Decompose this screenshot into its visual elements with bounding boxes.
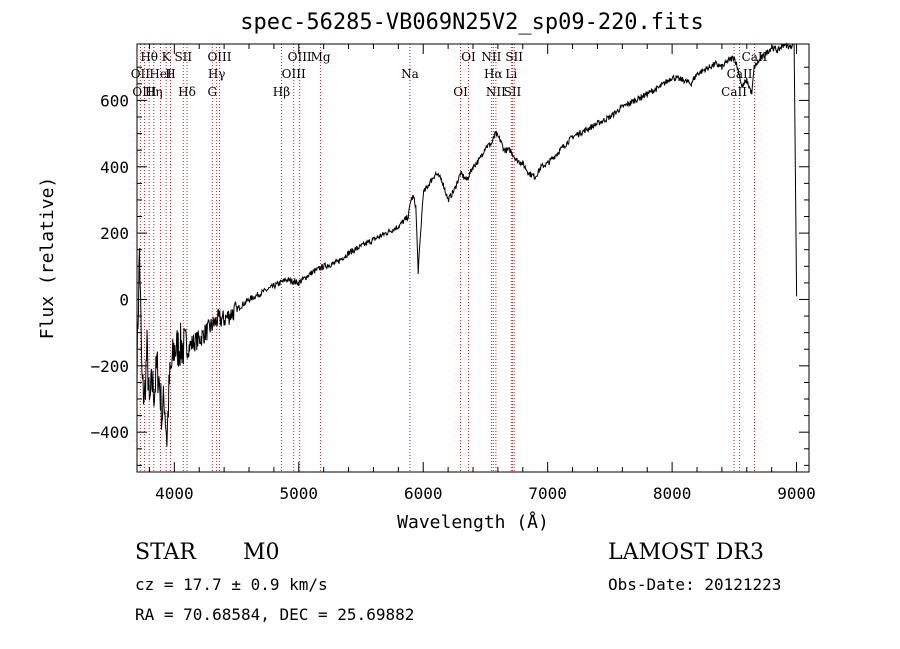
chart-title: spec-56285-VB069N25V2_sp09-220.fits	[240, 10, 704, 35]
line-labels-layer: Hθ OII OIII K HeI Hη SII HHδ OIII Hγ G OIII OIII Hβ Mg…	[131, 50, 768, 99]
coordinates: RA = 70.68584, DEC = 25.69882	[135, 605, 415, 624]
spectral-line-label: OIII	[207, 50, 231, 64]
spectral-line-label: SII	[174, 50, 192, 64]
flux-series-line	[136, 42, 798, 447]
object-subclass: M0	[243, 540, 280, 565]
spectral-line-label: CaII	[721, 85, 747, 99]
spectral-line-label: OIII	[282, 67, 306, 81]
x-tick-label: 8000	[653, 484, 692, 503]
x-tick-label: 6000	[404, 484, 443, 503]
object-class: STAR	[135, 540, 196, 565]
series-layer	[136, 42, 798, 447]
axis-layer: 4000 5000 6000 7000 8000 9000 −400 −200 0 200 400 6…	[90, 44, 816, 503]
x-tick-label: 7000	[528, 484, 567, 503]
spectral-line-label: G	[207, 85, 217, 99]
redshift-cz: cz = 17.7 ± 0.9 km/s	[135, 575, 328, 594]
spectral-line-label: Hθ	[140, 50, 158, 64]
y-tick-label: 200	[100, 224, 129, 243]
spectral-line-label: SII	[505, 50, 523, 64]
y-tick-label: −400	[90, 423, 129, 442]
plot-frame	[136, 43, 810, 473]
spectral-line-label: HeI	[149, 67, 172, 81]
y-tick-label: 0	[119, 290, 129, 309]
spectral-line-label: Hβ	[273, 85, 290, 99]
spectral-lines-layer	[139, 44, 755, 472]
spectral-line-label: Mg	[311, 50, 331, 64]
spectral-line-label: OIII	[132, 85, 156, 99]
spectral-line-label: OI	[461, 50, 476, 64]
spectral-line-label: CaII	[727, 67, 753, 81]
spectral-line-label: Hγ	[208, 67, 226, 81]
spectral-line-label: Na	[401, 67, 419, 81]
spectral-line-label: Hη	[145, 85, 163, 99]
y-tick-label: 600	[100, 91, 129, 110]
spectral-line-label: H	[165, 67, 175, 81]
spectral-line-label: Li	[505, 67, 517, 81]
x-tick-label: 4000	[155, 484, 194, 503]
spectral-line-label: NII	[481, 50, 501, 64]
spectral-line-label: SII	[504, 85, 522, 99]
spectral-line-label: Hδ	[178, 85, 196, 99]
spectral-line-label: NII	[486, 85, 506, 99]
x-axis-label: Wavelength (Å)	[397, 511, 549, 533]
survey-name: LAMOST DR3	[608, 540, 764, 565]
spectral-line-label: K	[162, 50, 172, 64]
spectral-line-label: OII	[131, 67, 151, 81]
spectral-line-label: OI	[453, 85, 468, 99]
y-axis-label: Flux (relative)	[37, 177, 58, 340]
x-tick-label: 9000	[777, 484, 816, 503]
spectral-line-label: OIII	[288, 50, 312, 64]
y-tick-label: 400	[100, 158, 129, 177]
y-tick-label: −200	[90, 357, 129, 376]
spectral-line-label: Hα	[484, 67, 503, 81]
observation-date: Obs-Date: 20121223	[608, 575, 782, 594]
spectral-line-label: CaII	[742, 50, 768, 64]
x-tick-label: 5000	[280, 484, 319, 503]
